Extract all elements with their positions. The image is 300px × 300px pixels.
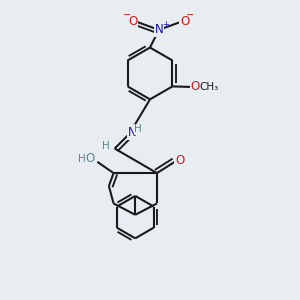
Text: N: N	[128, 126, 137, 140]
Text: −: −	[186, 10, 194, 20]
Text: O: O	[191, 80, 200, 94]
Text: O: O	[128, 14, 137, 28]
Text: H: H	[78, 154, 85, 164]
Text: +: +	[162, 20, 169, 29]
Text: O: O	[85, 152, 94, 165]
Text: CH₃: CH₃	[199, 82, 218, 92]
Text: −: −	[123, 10, 131, 20]
Text: O: O	[180, 14, 190, 28]
Text: N: N	[154, 23, 163, 36]
Text: H: H	[102, 141, 110, 151]
Text: O: O	[175, 154, 184, 167]
Text: H: H	[134, 124, 142, 134]
